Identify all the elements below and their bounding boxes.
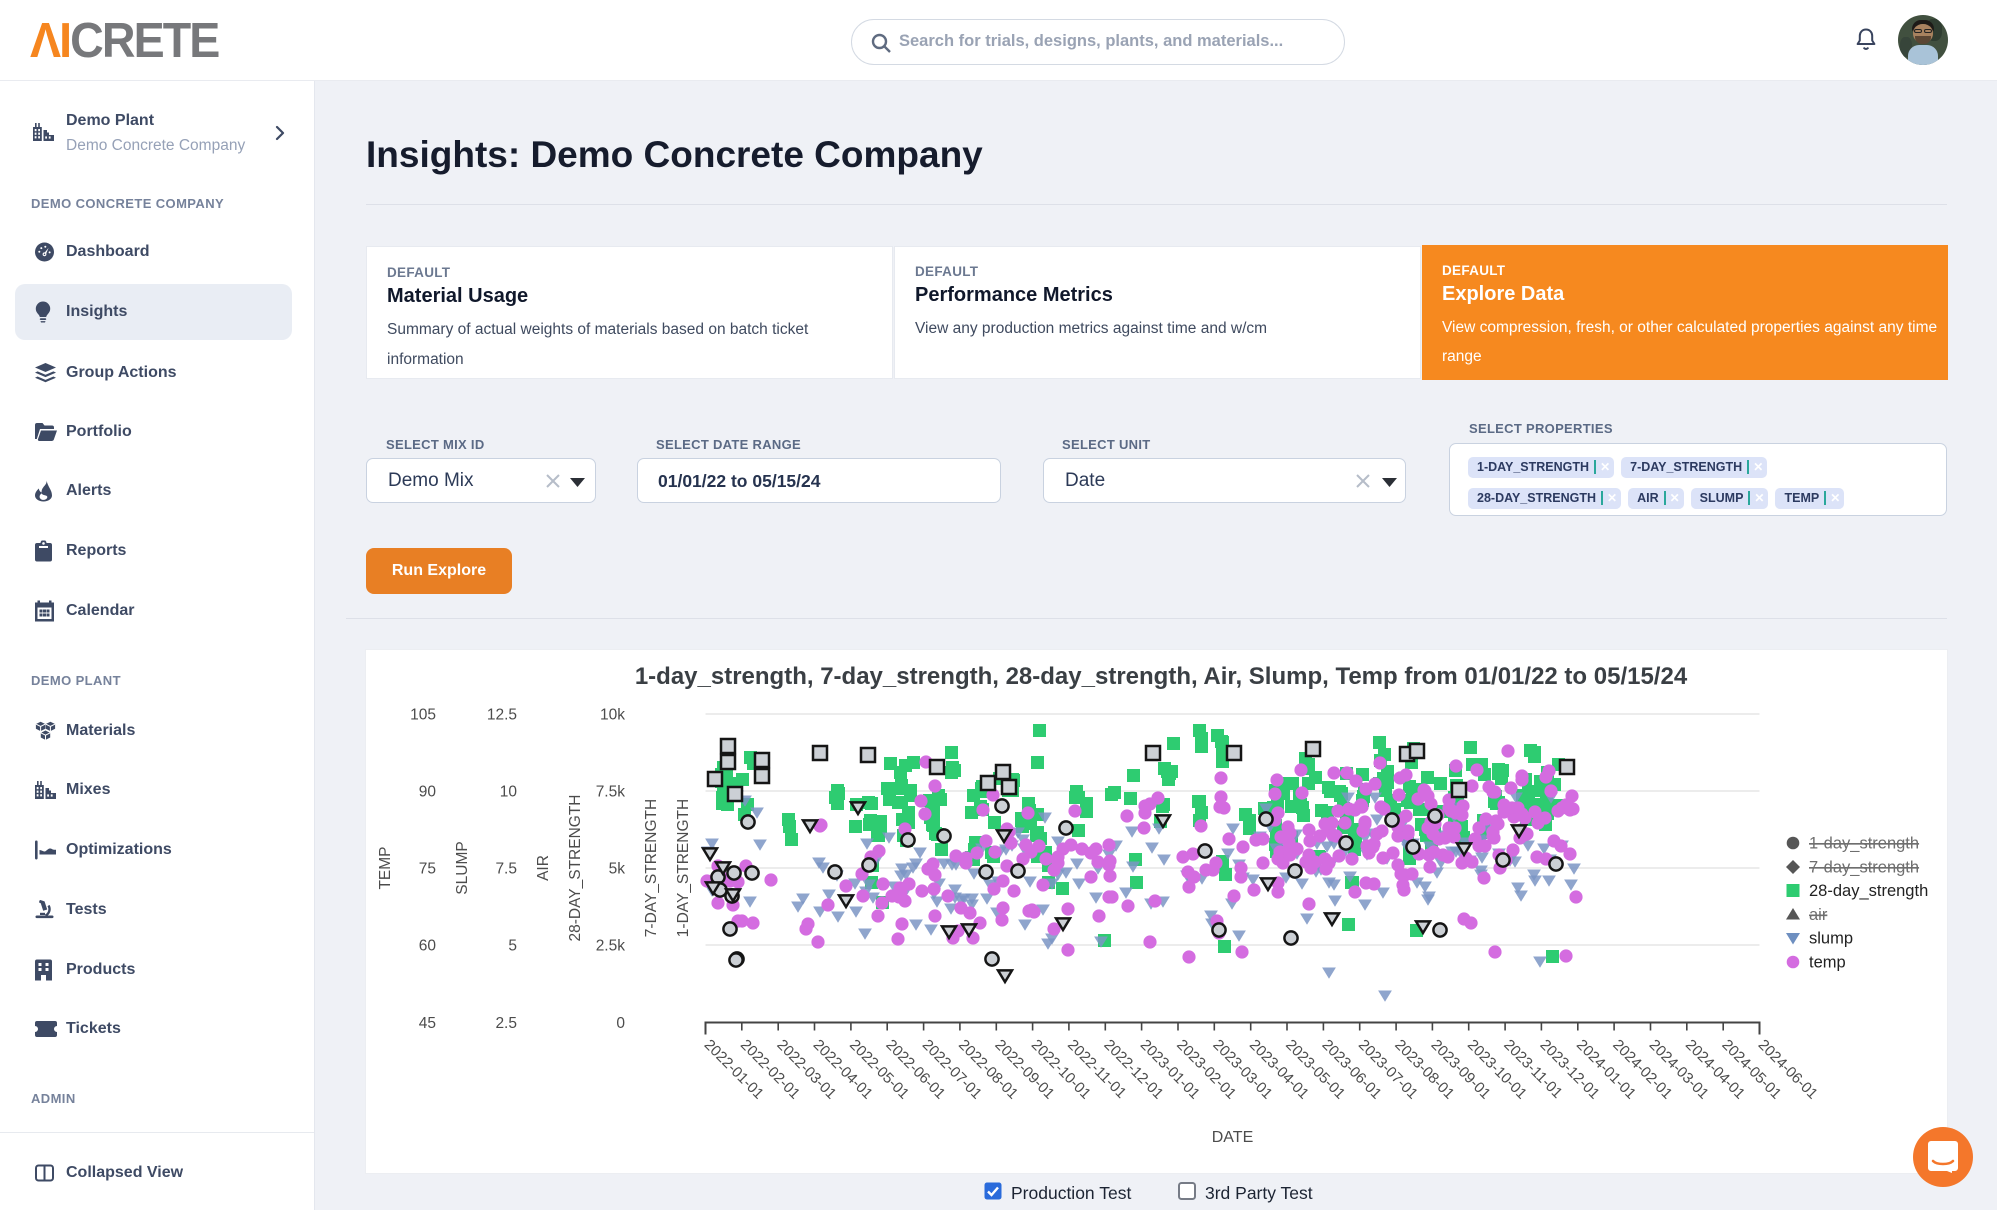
svg-text:air: air: [1809, 906, 1828, 924]
svg-text:1-DAY_STRENGTH: 1-DAY_STRENGTH: [675, 799, 692, 937]
svg-text:5k: 5k: [609, 861, 626, 878]
svg-text:90: 90: [419, 784, 437, 801]
svg-text:28-day_strength: 28-day_strength: [1809, 882, 1928, 900]
svg-text:DATE: DATE: [1212, 1129, 1253, 1146]
svg-text:7-day_strength: 7-day_strength: [1809, 859, 1919, 877]
svg-text:temp: temp: [1809, 954, 1846, 972]
svg-text:10k: 10k: [600, 707, 625, 724]
svg-text:SLUMP: SLUMP: [454, 841, 471, 894]
svg-text:0: 0: [616, 1015, 625, 1032]
svg-text:2.5: 2.5: [495, 1015, 517, 1032]
svg-text:45: 45: [419, 1015, 436, 1032]
svg-text:7-DAY_STRENGTH: 7-DAY_STRENGTH: [643, 799, 660, 937]
svg-text:75: 75: [419, 861, 436, 878]
svg-text:AIR: AIR: [535, 855, 552, 881]
svg-text:TEMP: TEMP: [377, 846, 394, 889]
svg-text:2.5k: 2.5k: [596, 938, 626, 955]
svg-text:7.5k: 7.5k: [596, 784, 626, 801]
svg-text:5: 5: [508, 938, 517, 955]
svg-text:60: 60: [419, 938, 437, 955]
svg-text:1-day_strength, 7-day_strength: 1-day_strength, 7-day_strength, 28-day_s…: [635, 663, 1688, 690]
svg-text:7.5: 7.5: [495, 861, 517, 878]
svg-text:28-DAY_STRENGTH: 28-DAY_STRENGTH: [567, 795, 584, 942]
svg-text:1-day_strength: 1-day_strength: [1809, 835, 1919, 853]
svg-text:slump: slump: [1809, 930, 1853, 948]
svg-text:12.5: 12.5: [487, 707, 517, 724]
svg-text:10: 10: [500, 784, 518, 801]
svg-text:105: 105: [410, 707, 436, 724]
